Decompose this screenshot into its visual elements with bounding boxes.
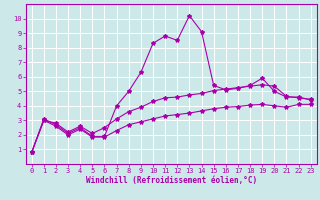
X-axis label: Windchill (Refroidissement éolien,°C): Windchill (Refroidissement éolien,°C) [86, 176, 257, 185]
